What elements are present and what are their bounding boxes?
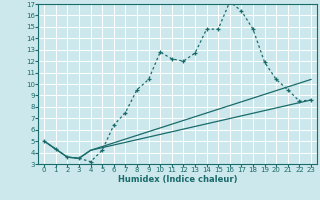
X-axis label: Humidex (Indice chaleur): Humidex (Indice chaleur) [118, 175, 237, 184]
